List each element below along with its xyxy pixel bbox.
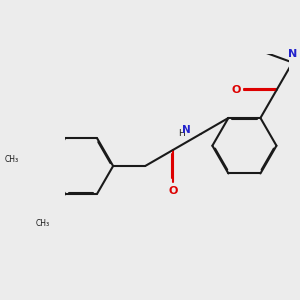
Text: CH₃: CH₃ (36, 219, 50, 228)
Text: O: O (168, 186, 178, 196)
Text: N: N (288, 49, 297, 58)
Text: O: O (232, 85, 241, 95)
Text: H: H (178, 129, 185, 138)
Text: CH₃: CH₃ (4, 155, 19, 164)
Text: N: N (182, 125, 191, 135)
